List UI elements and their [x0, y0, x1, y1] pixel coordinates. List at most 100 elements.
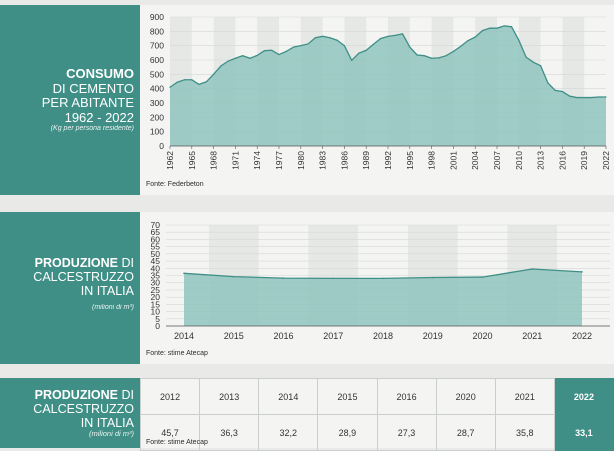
x-tick-label: 2014 — [174, 331, 194, 341]
data-point — [598, 96, 600, 98]
data-point — [438, 57, 440, 59]
data-point — [256, 54, 258, 57]
data-point — [387, 35, 389, 37]
cement-chart-area: 0 100 200 300 400 500 600 700 800 900 1962 1965 1968… — [140, 5, 614, 195]
table-title-line3: IN ITALIA — [80, 416, 134, 430]
y-tick-label: 40 — [151, 263, 161, 273]
x-tick-label: 2021 — [522, 331, 542, 341]
cement-consumption-title-block: CONSUMO DI CEMENTO PER ABITANTE 1962 - 2… — [0, 5, 140, 195]
data-point — [351, 59, 353, 61]
data-point — [213, 73, 215, 75]
data-point — [518, 39, 520, 41]
y-tick-label: 65 — [151, 227, 161, 237]
cement-title-line3: PER ABITANTE — [41, 95, 134, 111]
data-point — [249, 57, 251, 59]
year-cell: 2020 — [435, 378, 496, 415]
concrete-table-title-block: PRODUZIONE DI CALCESTRUZZO IN ITALIA (mi… — [0, 378, 140, 448]
value-cell: 36,3 — [199, 414, 260, 451]
x-tick-label: 1995 — [405, 151, 415, 170]
data-point — [183, 272, 185, 275]
y-tick-label: 70 — [151, 220, 161, 230]
data-point — [300, 45, 302, 47]
cement-area — [170, 25, 606, 147]
x-tick-label: 1983 — [318, 151, 328, 170]
y-tick-label: 700 — [150, 41, 164, 51]
data-point — [503, 25, 505, 27]
data-point — [531, 268, 534, 270]
x-tick-label: 2022 — [601, 151, 611, 170]
x-tick-label: 1980 — [296, 151, 306, 170]
value-cell: 28,9 — [317, 414, 378, 451]
data-point — [183, 79, 186, 81]
data-point — [561, 90, 563, 93]
data-point — [242, 55, 244, 57]
year-cell: 2016 — [376, 378, 437, 415]
concrete-title-bold: PRODUZIONE — [34, 256, 119, 270]
y-tick-label: 200 — [150, 112, 164, 122]
concrete-title-rest: DI — [118, 256, 134, 270]
data-point — [307, 43, 309, 45]
data-point — [382, 277, 384, 280]
x-tick-label: 2004 — [470, 151, 480, 170]
cement-consumption-panel: CONSUMO DI CEMENTO PER ABITANTE 1962 - 2… — [0, 5, 614, 195]
data-point — [263, 50, 266, 52]
x-tick-label: 2016 — [557, 151, 567, 170]
data-point — [285, 50, 287, 53]
concrete-source: Fonte: stime Atecap — [146, 350, 208, 357]
year-cell: 2015 — [317, 378, 378, 415]
data-point — [191, 79, 193, 81]
data-point — [409, 46, 411, 48]
value-cell: 32,2 — [258, 414, 319, 451]
x-tick-label: 2018 — [373, 331, 393, 341]
x-tick-label: 2020 — [472, 331, 492, 341]
x-tick-label: 1986 — [339, 151, 349, 170]
data-point — [569, 95, 571, 97]
data-point — [474, 36, 476, 38]
x-tick-label: 1998 — [427, 151, 437, 170]
cement-consumption-chart: 0 100 200 300 400 500 600 700 800 900 1962 1965 1968… — [150, 12, 611, 170]
concrete-title-line2: CALCESTRUZZO — [33, 270, 134, 284]
data-point — [232, 275, 235, 278]
data-point — [590, 96, 593, 99]
cement-source: Fonte: Federbeton — [146, 181, 204, 188]
data-point — [540, 65, 542, 67]
data-point — [282, 277, 285, 279]
data-point — [467, 40, 469, 42]
x-tick-label: 2013 — [536, 151, 546, 170]
cement-title-line2: DI CEMENTO — [52, 80, 134, 96]
y-tick-label: 400 — [150, 84, 164, 94]
x-tick-label: 2017 — [323, 331, 343, 341]
x-tick-label: 2015 — [224, 331, 244, 341]
data-point — [314, 37, 316, 39]
data-point — [198, 83, 200, 85]
data-point — [169, 86, 171, 88]
x-tick-label: 2019 — [579, 151, 589, 170]
x-tick-label: 1971 — [230, 151, 240, 170]
data-point — [380, 37, 382, 40]
data-point — [460, 45, 462, 47]
y-tick-label: 300 — [150, 98, 164, 108]
data-point — [401, 33, 404, 35]
x-tick-label: 1989 — [361, 151, 371, 170]
concrete-table-panel: PRODUZIONE DI CALCESTRUZZO IN ITALIA (mi… — [0, 378, 614, 451]
data-point — [431, 276, 434, 279]
data-point — [322, 35, 324, 37]
y-tick-label: 500 — [150, 69, 164, 79]
x-tick-label: 1974 — [252, 151, 262, 170]
table-row-years: 2012 2013 2014 2015 2016 2020 2021 2022 — [139, 378, 614, 415]
table-title-rest: DI — [118, 388, 134, 402]
concrete-production-title-block: PRODUZIONE DI CALCESTRUZZO IN ITALIA (mi… — [0, 212, 140, 364]
data-point — [358, 52, 360, 54]
x-tick-label: 2007 — [492, 151, 502, 170]
x-tick-label: 1962 — [165, 151, 175, 170]
table-title-bold: PRODUZIONE — [34, 388, 119, 402]
concrete-title-line3: IN ITALIA — [80, 284, 134, 298]
cement-title-line4: 1962 - 2022 — [64, 109, 134, 125]
data-point — [583, 96, 585, 99]
value-cell: 45,7 — [139, 414, 201, 451]
data-point — [220, 65, 222, 67]
data-point — [576, 96, 578, 99]
y-tick-label: 20 — [151, 292, 161, 302]
data-point — [394, 34, 396, 36]
y-tick-label: 5 — [155, 314, 160, 324]
